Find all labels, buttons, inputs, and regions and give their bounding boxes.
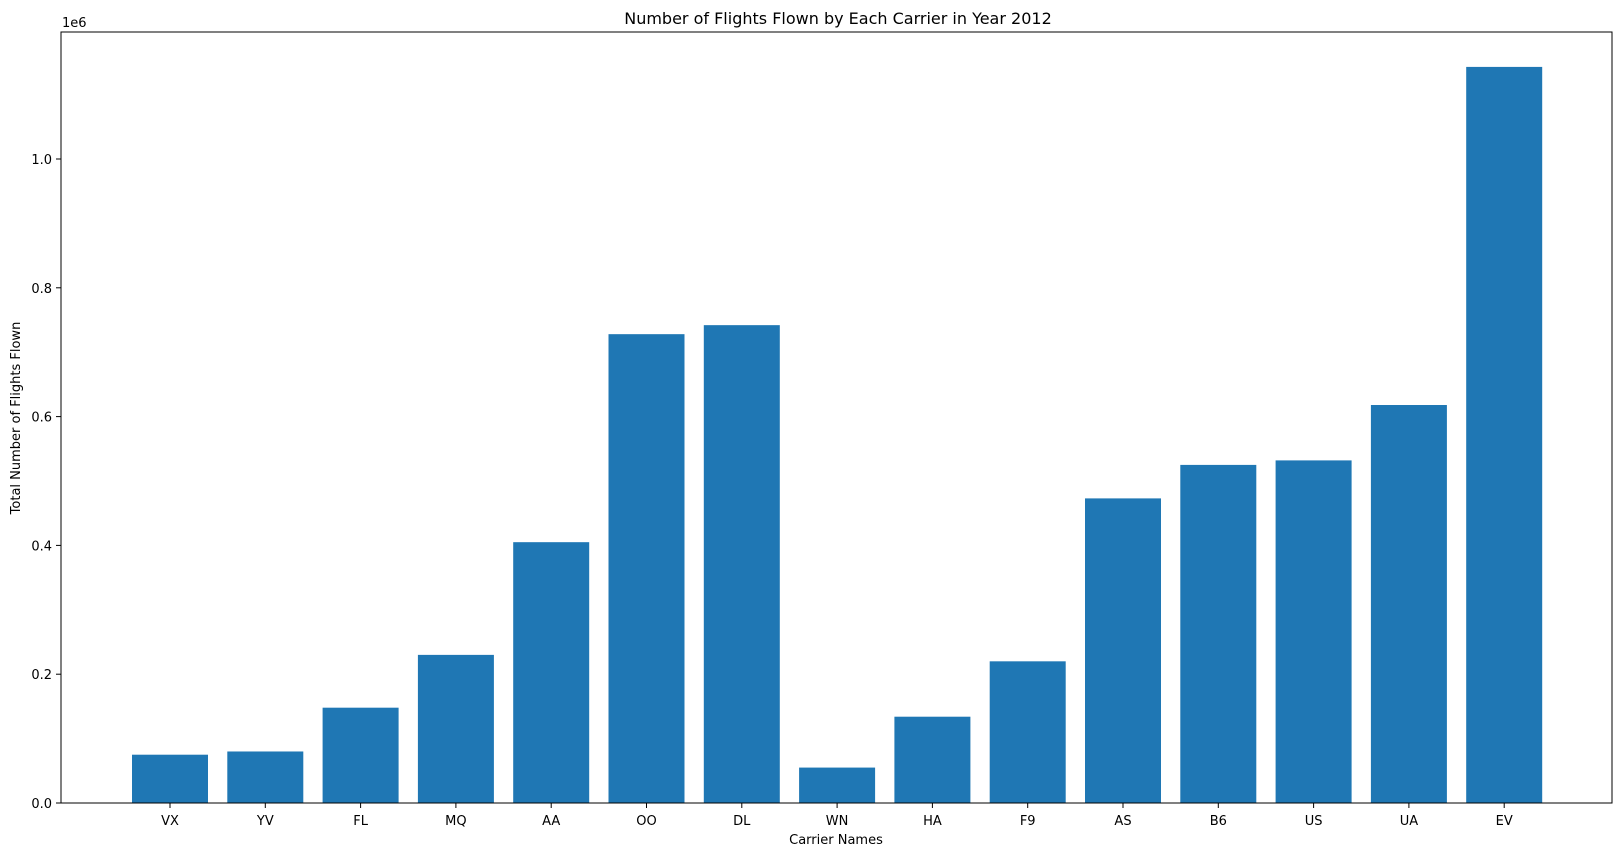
bar-f9 [989, 661, 1066, 803]
y-tick-label: 0.0 [31, 797, 52, 812]
bar-b6 [1180, 464, 1257, 803]
bar-yv [227, 751, 304, 803]
x-tick-label: WN [826, 814, 849, 829]
x-tick-label: F9 [1020, 814, 1036, 829]
x-tick-label: B6 [1210, 814, 1227, 829]
bar-us [1275, 460, 1352, 803]
x-tick-label: FL [353, 814, 368, 829]
bar-aa [513, 542, 590, 803]
y-offset-label: 1e6 [62, 16, 87, 31]
y-tick-label: 0.2 [31, 668, 52, 683]
x-tick-label: DL [733, 814, 751, 829]
x-tick-label: MQ [445, 814, 466, 829]
bar-wn [799, 767, 876, 803]
x-tick-label: US [1305, 814, 1323, 829]
x-axis-label: Carrier Names [789, 833, 883, 848]
bar-ua [1370, 405, 1447, 803]
y-axis-label: Total Number of Flights Flown [9, 322, 24, 516]
bars-group [132, 66, 1543, 803]
x-tick-label: AA [542, 814, 560, 829]
y-tick-label: 0.6 [31, 411, 52, 426]
y-tick-label: 1.0 [31, 153, 52, 168]
bar-as [1085, 498, 1161, 803]
bar-oo [608, 334, 685, 803]
bar-mq [417, 654, 494, 803]
bar-ha [894, 716, 971, 803]
x-tick-label: YV [256, 814, 274, 829]
chart-title: Number of Flights Flown by Each Carrier … [624, 9, 1052, 28]
bar-vx [132, 754, 208, 803]
x-tick-label: EV [1496, 814, 1513, 829]
y-axis: 0.0 0.2 0.4 0.6 0.8 1.0 [31, 153, 61, 812]
x-tick-label: HA [923, 814, 942, 829]
x-tick-label: UA [1400, 814, 1419, 829]
x-tick-label: AS [1114, 814, 1131, 829]
bar-fl [322, 707, 399, 803]
x-axis: VX YV FL MQ AA OO DL WN HA F9 AS B6 US UA EV [161, 803, 1513, 829]
bar-ev [1466, 66, 1543, 803]
bar-dl [703, 325, 780, 803]
y-tick-label: 0.4 [31, 539, 52, 554]
plot-frame [60, 31, 1613, 804]
y-tick-label: 0.8 [31, 282, 52, 297]
x-tick-label: OO [636, 814, 656, 829]
x-tick-label: VX [161, 814, 179, 829]
